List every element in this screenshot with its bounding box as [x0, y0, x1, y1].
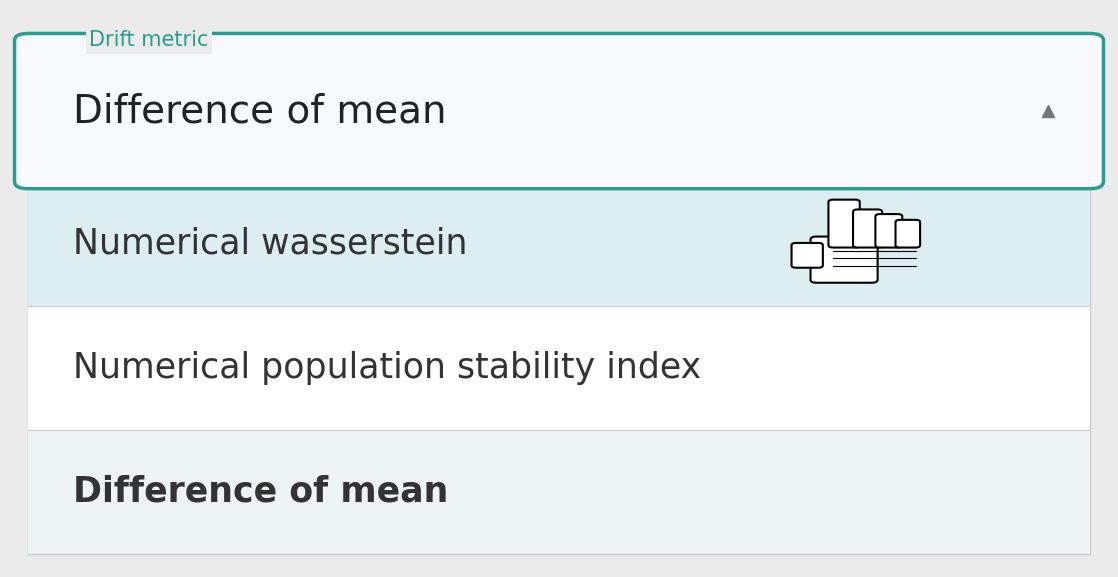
- Bar: [28, 430, 1090, 554]
- Text: Drift metric: Drift metric: [89, 31, 209, 50]
- Text: Numerical wasserstein: Numerical wasserstein: [73, 227, 467, 261]
- Bar: [28, 182, 1090, 554]
- Text: Difference of mean: Difference of mean: [73, 92, 446, 130]
- Text: Numerical population stability index: Numerical population stability index: [73, 351, 701, 385]
- FancyBboxPatch shape: [811, 237, 878, 283]
- FancyBboxPatch shape: [896, 220, 920, 248]
- FancyBboxPatch shape: [853, 209, 882, 248]
- FancyBboxPatch shape: [15, 33, 1103, 189]
- FancyBboxPatch shape: [875, 214, 902, 248]
- Bar: [28, 306, 1090, 430]
- Bar: [28, 182, 1090, 306]
- Text: Difference of mean: Difference of mean: [73, 475, 448, 509]
- FancyBboxPatch shape: [792, 243, 823, 268]
- FancyBboxPatch shape: [828, 200, 860, 248]
